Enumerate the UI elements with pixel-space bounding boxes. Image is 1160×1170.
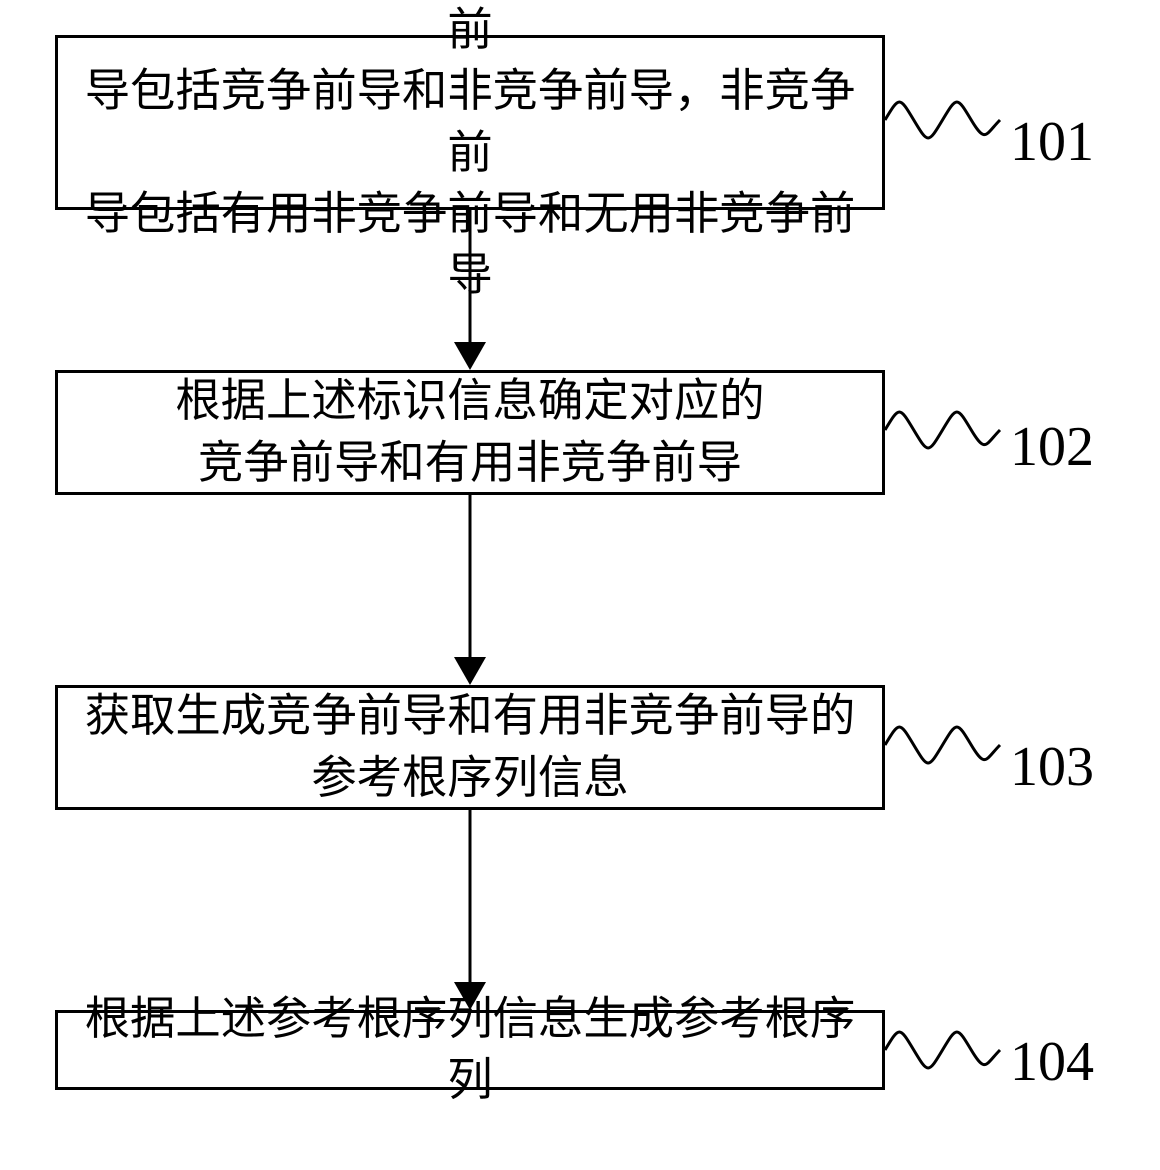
flow-node-n2: 根据上述标识信息确定对应的 竞争前导和有用非竞争前导 <box>55 370 885 495</box>
squiggle-connector <box>885 412 1000 448</box>
flow-node-label-n4: 104 <box>1010 1030 1094 1094</box>
flow-node-n4: 根据上述参考根序列信息生成参考根序列 <box>55 1010 885 1090</box>
flow-node-text: 根据上述标识信息确定对应的 竞争前导和有用非竞争前导 <box>175 371 764 493</box>
squiggle-connector <box>885 102 1000 138</box>
flow-node-label-n1: 101 <box>1010 110 1094 174</box>
flow-node-label-n3: 103 <box>1010 735 1094 799</box>
flow-node-label-n2: 102 <box>1010 415 1094 479</box>
flow-node-n1: 获取小区对应的前导的标识信息，上述前 导包括竞争前导和非竞争前导，非竞争前 导包… <box>55 35 885 210</box>
flow-node-text: 获取生成竞争前导和有用非竞争前导的 参考根序列信息 <box>85 686 856 808</box>
flowchart-canvas: 获取小区对应的前导的标识信息，上述前 导包括竞争前导和非竞争前导，非竞争前 导包… <box>0 0 1160 1170</box>
flow-node-text: 获取小区对应的前导的标识信息，上述前 导包括竞争前导和非竞争前导，非竞争前 导包… <box>68 0 872 306</box>
flow-node-n3: 获取生成竞争前导和有用非竞争前导的 参考根序列信息 <box>55 685 885 810</box>
squiggle-connector <box>885 1032 1000 1068</box>
flow-node-text: 根据上述参考根序列信息生成参考根序列 <box>68 989 872 1111</box>
squiggle-connector <box>885 727 1000 763</box>
